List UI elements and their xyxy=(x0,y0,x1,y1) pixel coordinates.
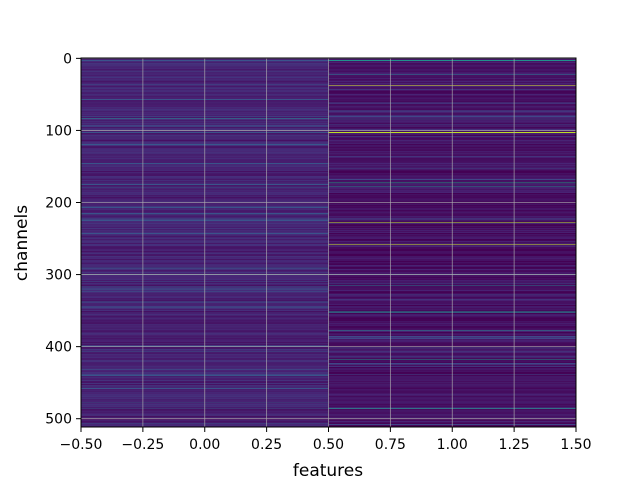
x-tick-label: 0.75 xyxy=(375,437,406,453)
y-tick-label: 100 xyxy=(45,123,72,139)
x-tick-label: −0.50 xyxy=(60,437,103,453)
y-tick-label: 400 xyxy=(45,340,72,356)
x-axis-label: features xyxy=(293,461,363,480)
y-tick-label: 500 xyxy=(45,412,72,428)
x-tick-label: 1.25 xyxy=(499,437,530,453)
y-axis-ticks: 0 100 200 300 400 500 xyxy=(45,51,81,428)
x-tick-label: 0.50 xyxy=(313,437,344,453)
x-tick-label: 1.50 xyxy=(560,437,591,453)
x-axis-ticks: −0.50 −0.25 0.00 0.25 0.50 0.75 1.00 1.25 1.50 xyxy=(60,427,592,453)
x-tick-label: 0.25 xyxy=(251,437,282,453)
x-tick-label: −0.25 xyxy=(121,437,164,453)
y-axis-label: channels xyxy=(12,205,32,281)
y-tick-label: 0 xyxy=(63,51,72,67)
x-tick-label: 0.00 xyxy=(189,437,220,453)
y-tick-label: 200 xyxy=(45,196,72,212)
x-tick-label: 1.00 xyxy=(437,437,468,453)
y-tick-label: 300 xyxy=(45,268,72,284)
